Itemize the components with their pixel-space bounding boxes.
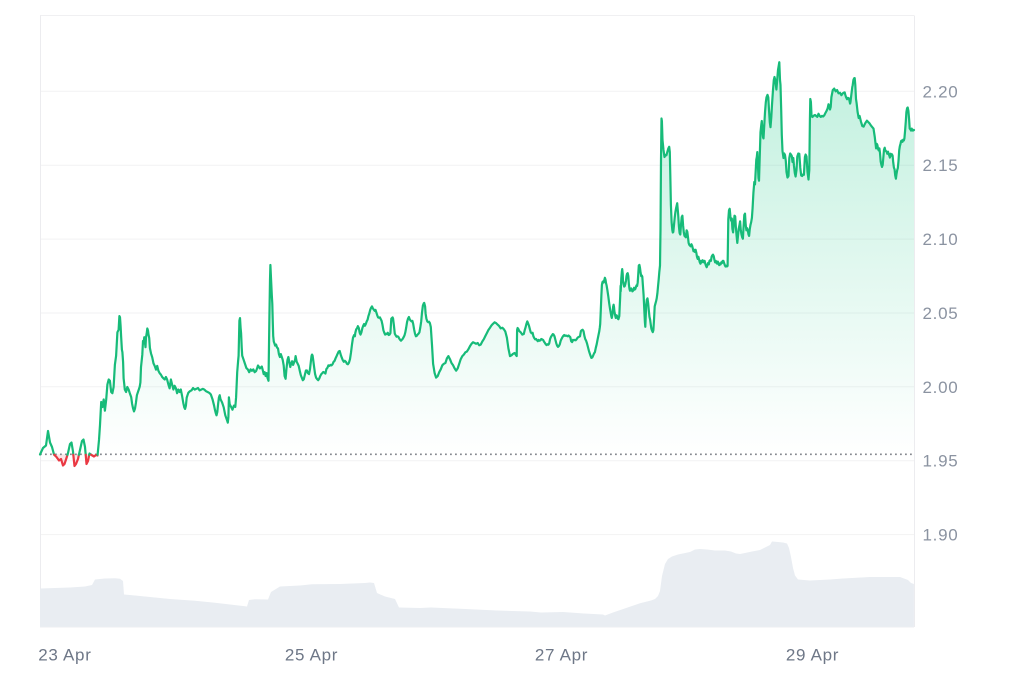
svg-text:2.10: 2.10 [923,230,959,249]
svg-text:23 Apr: 23 Apr [38,646,91,665]
svg-text:25 Apr: 25 Apr [285,646,338,665]
svg-text:2.20: 2.20 [923,82,959,101]
svg-text:2.00: 2.00 [923,378,959,397]
svg-text:1.95: 1.95 [923,452,959,471]
svg-text:2.15: 2.15 [923,156,959,175]
svg-text:29 Apr: 29 Apr [786,646,839,665]
svg-text:27 Apr: 27 Apr [535,646,588,665]
svg-text:1.90: 1.90 [923,526,959,545]
svg-text:2.05: 2.05 [923,304,959,323]
